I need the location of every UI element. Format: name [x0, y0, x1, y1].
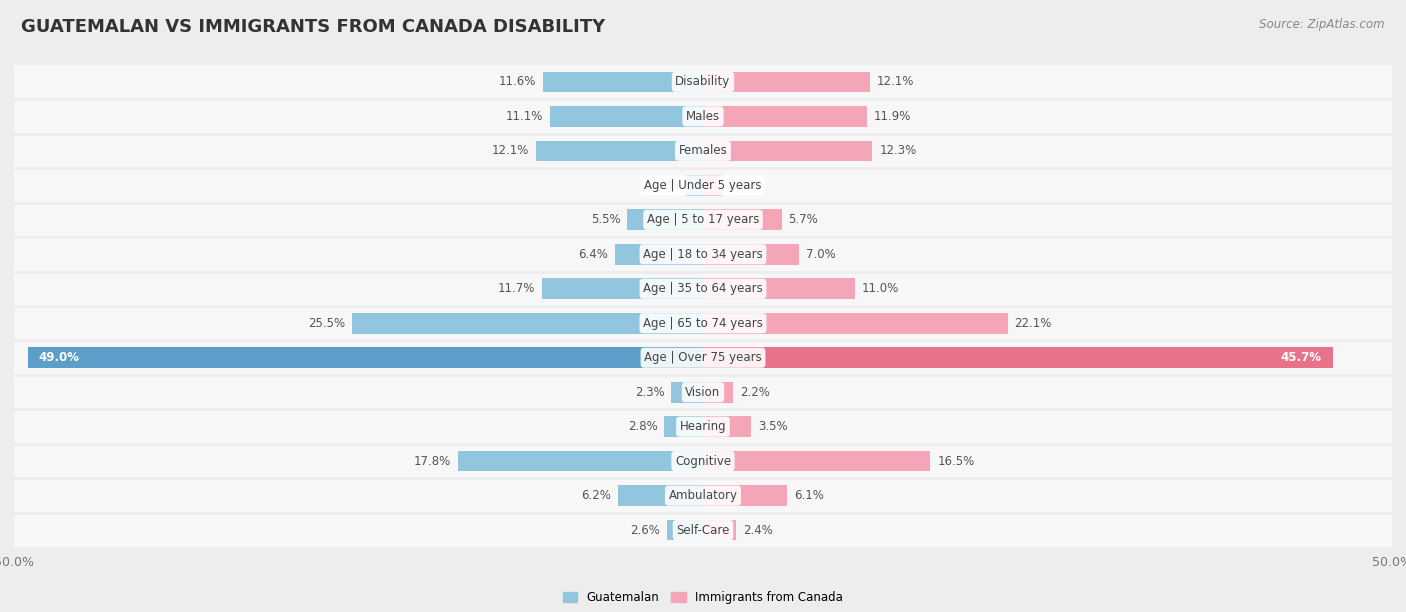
Text: Source: ZipAtlas.com: Source: ZipAtlas.com — [1260, 18, 1385, 31]
Bar — [550, 106, 703, 127]
Text: 11.0%: 11.0% — [862, 282, 898, 295]
Text: Self-Care: Self-Care — [676, 524, 730, 537]
Bar — [352, 313, 703, 334]
Bar — [703, 520, 737, 540]
Bar — [627, 209, 703, 230]
Text: Cognitive: Cognitive — [675, 455, 731, 468]
Bar — [668, 520, 703, 540]
Bar — [458, 451, 703, 471]
FancyBboxPatch shape — [0, 65, 1406, 99]
Text: Disability: Disability — [675, 75, 731, 88]
Bar — [703, 278, 855, 299]
Bar — [703, 175, 723, 196]
Text: Hearing: Hearing — [679, 420, 727, 433]
Text: 5.7%: 5.7% — [789, 214, 818, 226]
Text: GUATEMALAN VS IMMIGRANTS FROM CANADA DISABILITY: GUATEMALAN VS IMMIGRANTS FROM CANADA DIS… — [21, 18, 606, 36]
Bar — [703, 485, 787, 506]
FancyBboxPatch shape — [0, 513, 1406, 547]
Text: 6.1%: 6.1% — [794, 489, 824, 502]
Text: Males: Males — [686, 110, 720, 123]
Text: 45.7%: 45.7% — [1281, 351, 1322, 364]
Text: Vision: Vision — [685, 386, 721, 398]
Text: 2.2%: 2.2% — [740, 386, 770, 398]
Text: Ambulatory: Ambulatory — [668, 489, 738, 502]
FancyBboxPatch shape — [0, 168, 1406, 202]
Legend: Guatemalan, Immigrants from Canada: Guatemalan, Immigrants from Canada — [558, 586, 848, 608]
Text: 12.3%: 12.3% — [879, 144, 917, 157]
Text: 7.0%: 7.0% — [807, 248, 837, 261]
Text: Age | 35 to 64 years: Age | 35 to 64 years — [643, 282, 763, 295]
Text: 2.3%: 2.3% — [634, 386, 665, 398]
Bar — [703, 348, 1333, 368]
Bar — [703, 451, 931, 471]
FancyBboxPatch shape — [0, 375, 1406, 409]
Bar — [703, 209, 782, 230]
Text: 16.5%: 16.5% — [938, 455, 974, 468]
Text: Age | 18 to 34 years: Age | 18 to 34 years — [643, 248, 763, 261]
FancyBboxPatch shape — [0, 444, 1406, 478]
Bar — [703, 141, 873, 161]
Text: 11.1%: 11.1% — [506, 110, 543, 123]
Text: 25.5%: 25.5% — [308, 317, 344, 330]
Text: Age | 5 to 17 years: Age | 5 to 17 years — [647, 214, 759, 226]
Bar — [541, 278, 703, 299]
FancyBboxPatch shape — [0, 203, 1406, 237]
Bar — [703, 382, 734, 403]
FancyBboxPatch shape — [0, 341, 1406, 375]
Bar — [703, 416, 751, 437]
Text: 6.2%: 6.2% — [581, 489, 610, 502]
Bar — [28, 348, 703, 368]
Text: 2.6%: 2.6% — [630, 524, 661, 537]
Bar — [671, 382, 703, 403]
FancyBboxPatch shape — [0, 479, 1406, 512]
Text: Age | Under 5 years: Age | Under 5 years — [644, 179, 762, 192]
Bar — [536, 141, 703, 161]
Text: 3.5%: 3.5% — [758, 420, 787, 433]
FancyBboxPatch shape — [0, 100, 1406, 133]
Text: 2.8%: 2.8% — [628, 420, 658, 433]
Text: Females: Females — [679, 144, 727, 157]
Bar — [543, 72, 703, 92]
Text: 1.4%: 1.4% — [730, 179, 759, 192]
Bar — [703, 244, 800, 264]
FancyBboxPatch shape — [0, 134, 1406, 168]
Text: 12.1%: 12.1% — [492, 144, 530, 157]
Text: Age | 65 to 74 years: Age | 65 to 74 years — [643, 317, 763, 330]
Bar — [703, 106, 868, 127]
Text: 6.4%: 6.4% — [578, 248, 607, 261]
FancyBboxPatch shape — [0, 272, 1406, 305]
Text: 11.9%: 11.9% — [875, 110, 911, 123]
Text: Age | Over 75 years: Age | Over 75 years — [644, 351, 762, 364]
Text: 12.1%: 12.1% — [876, 75, 914, 88]
Text: 17.8%: 17.8% — [413, 455, 451, 468]
Text: 5.5%: 5.5% — [591, 214, 620, 226]
Bar — [665, 416, 703, 437]
Bar — [617, 485, 703, 506]
Text: 2.4%: 2.4% — [742, 524, 773, 537]
Text: 11.6%: 11.6% — [499, 75, 536, 88]
Text: 49.0%: 49.0% — [39, 351, 80, 364]
Text: 1.2%: 1.2% — [650, 179, 679, 192]
FancyBboxPatch shape — [0, 307, 1406, 340]
Text: 22.1%: 22.1% — [1014, 317, 1052, 330]
Text: 11.7%: 11.7% — [498, 282, 534, 295]
Bar — [614, 244, 703, 264]
Bar — [686, 175, 703, 196]
Bar — [703, 313, 1008, 334]
FancyBboxPatch shape — [0, 237, 1406, 271]
Bar — [703, 72, 870, 92]
FancyBboxPatch shape — [0, 410, 1406, 444]
